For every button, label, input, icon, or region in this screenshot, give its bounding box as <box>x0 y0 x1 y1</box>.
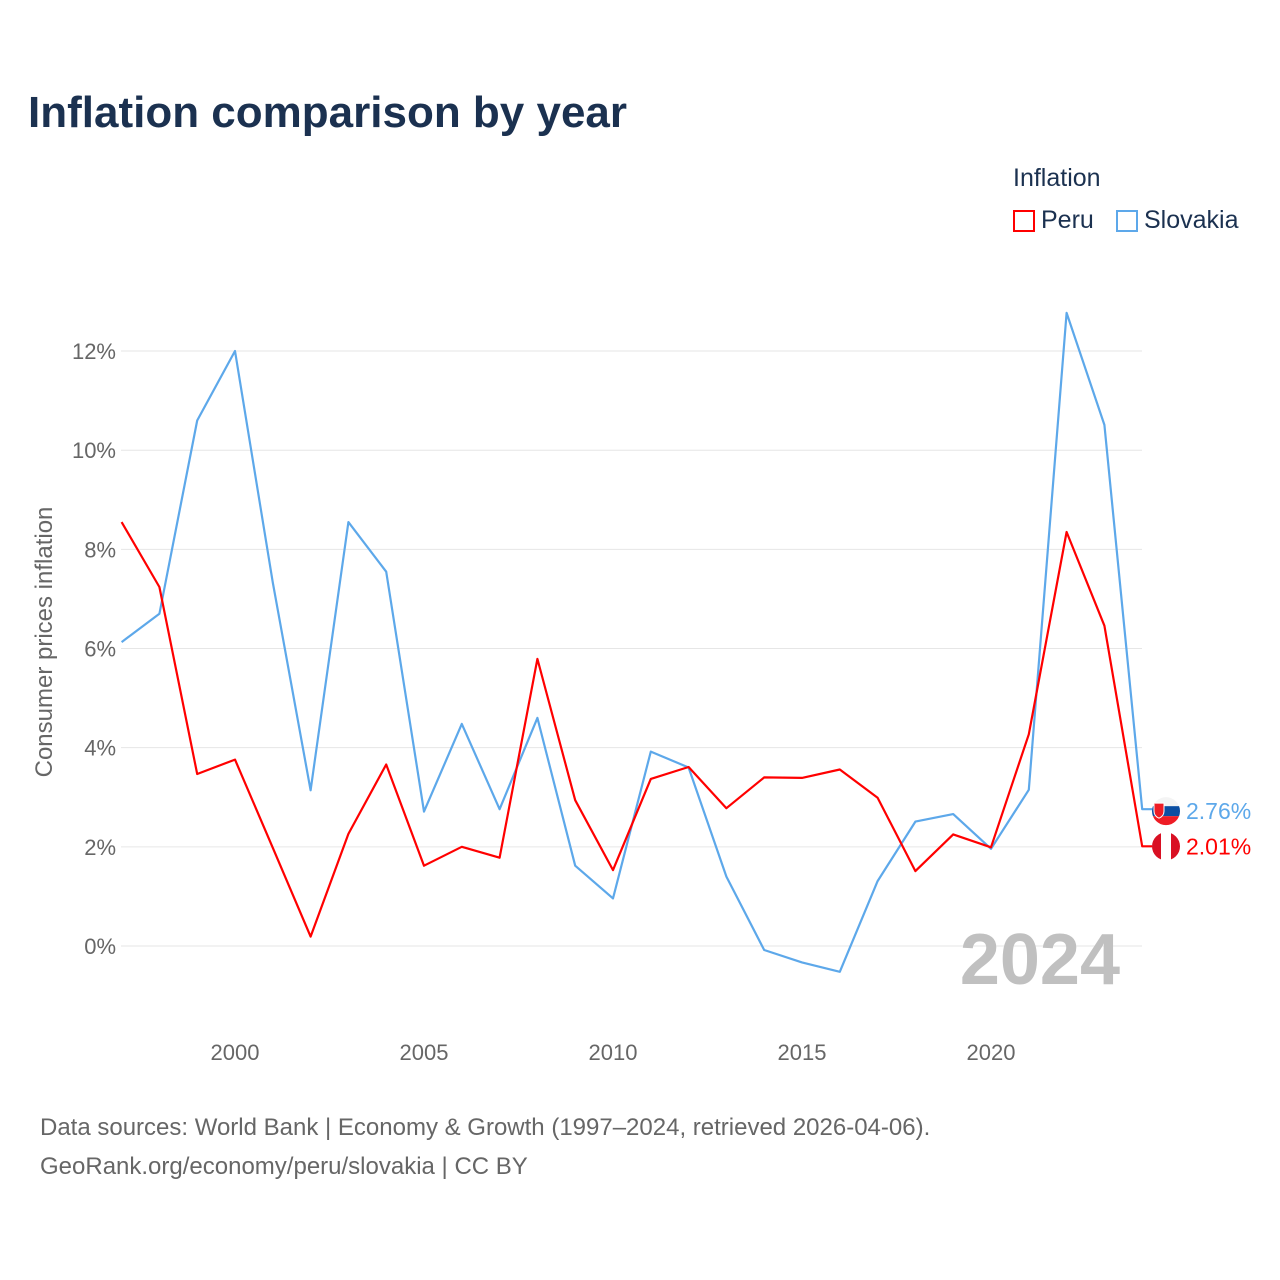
slovakia-flag-icon <box>1152 797 1180 826</box>
data-point-slovakia[interactable] <box>308 787 314 793</box>
data-point-slovakia[interactable] <box>1026 787 1032 793</box>
data-point-slovakia[interactable] <box>1064 310 1070 316</box>
data-point-slovakia[interactable] <box>875 878 881 884</box>
data-point-peru[interactable] <box>383 762 389 768</box>
y-tick-label: 0% <box>84 934 116 959</box>
data-point-peru[interactable] <box>270 845 276 851</box>
source-link[interactable]: GeoRank.org/economy/peru/slovakia | CC B… <box>40 1153 528 1180</box>
data-point-slovakia[interactable] <box>194 417 200 423</box>
data-point-slovakia[interactable] <box>950 811 956 817</box>
data-point-slovakia[interactable] <box>1101 422 1107 428</box>
legend-label-peru: Peru <box>1041 206 1094 234</box>
data-point-peru[interactable] <box>345 831 351 837</box>
data-point-peru[interactable] <box>534 656 540 662</box>
data-point-slovakia[interactable] <box>610 895 616 901</box>
data-point-slovakia[interactable] <box>232 348 238 354</box>
data-sources: Data sources: World Bank | Economy & Gro… <box>40 1114 931 1141</box>
data-point-slovakia[interactable] <box>459 721 465 727</box>
data-point-slovakia[interactable] <box>761 947 767 953</box>
y-tick-label: 12% <box>72 339 116 364</box>
legend-swatch-slovakia <box>1116 209 1138 232</box>
data-point-peru[interactable] <box>194 771 200 777</box>
data-point-peru[interactable] <box>610 867 616 873</box>
data-point-peru[interactable] <box>156 584 162 590</box>
data-point-slovakia[interactable] <box>799 959 805 965</box>
y-axis-label: Consumer prices inflation <box>31 507 58 778</box>
data-point-peru[interactable] <box>232 757 238 763</box>
data-point-peru[interactable] <box>912 868 918 874</box>
y-tick-label: 10% <box>72 438 116 463</box>
data-point-slovakia[interactable] <box>497 806 503 812</box>
data-point-peru[interactable] <box>988 844 994 850</box>
y-tick-label: 8% <box>84 537 116 562</box>
data-point-slovakia[interactable] <box>1139 806 1145 812</box>
data-point-peru[interactable] <box>572 797 578 803</box>
footer: Data sources: World Bank | Economy & Gro… <box>40 1108 930 1186</box>
data-point-peru[interactable] <box>1026 731 1032 737</box>
data-point-slovakia[interactable] <box>383 569 389 575</box>
y-tick-label: 2% <box>84 835 116 860</box>
data-point-peru[interactable] <box>761 774 767 780</box>
legend-swatch-peru <box>1013 209 1035 232</box>
data-point-slovakia[interactable] <box>723 874 729 880</box>
data-point-peru[interactable] <box>837 766 843 772</box>
data-point-peru[interactable] <box>497 855 503 861</box>
legend-label-slovakia: Slovakia <box>1144 206 1239 234</box>
data-point-slovakia[interactable] <box>156 611 162 617</box>
end-label-peru: 2.01% <box>1186 833 1251 859</box>
series-line-peru[interactable] <box>120 521 1152 938</box>
data-point-peru[interactable] <box>799 775 805 781</box>
x-tick-label: 2015 <box>778 1040 827 1065</box>
data-point-peru[interactable] <box>119 519 125 525</box>
data-point-peru[interactable] <box>421 863 427 869</box>
data-point-peru[interactable] <box>950 831 956 837</box>
y-tick-label: 4% <box>84 736 116 761</box>
data-point-peru[interactable] <box>686 764 692 770</box>
legend-item-peru[interactable]: Peru <box>1013 206 1094 235</box>
data-point-peru[interactable] <box>648 776 654 782</box>
chart-title: Inflation comparison by year <box>28 88 628 137</box>
data-point-slovakia[interactable] <box>534 715 540 721</box>
year-watermark: 2024 <box>960 920 1120 1000</box>
x-tick-label: 2010 <box>589 1040 638 1065</box>
data-point-slovakia[interactable] <box>421 809 427 815</box>
legend-item-slovakia[interactable]: Slovakia <box>1116 206 1239 235</box>
end-label-slovakia: 2.76% <box>1186 798 1251 824</box>
data-point-peru[interactable] <box>1101 623 1107 629</box>
data-point-peru[interactable] <box>875 795 881 801</box>
data-point-slovakia[interactable] <box>345 519 351 525</box>
data-point-slovakia[interactable] <box>837 969 843 975</box>
x-tick-label: 2000 <box>211 1040 260 1065</box>
x-tick-label: 2005 <box>400 1040 449 1065</box>
data-point-slovakia[interactable] <box>572 863 578 869</box>
data-point-peru[interactable] <box>308 934 314 940</box>
peru-flag-icon <box>1152 832 1180 861</box>
legend-title: Inflation <box>1013 164 1101 192</box>
data-point-peru[interactable] <box>459 844 465 850</box>
data-point-slovakia[interactable] <box>912 819 918 825</box>
data-point-peru[interactable] <box>723 805 729 811</box>
data-point-slovakia[interactable] <box>119 639 125 645</box>
data-point-slovakia[interactable] <box>270 580 276 586</box>
data-point-peru[interactable] <box>1064 529 1070 535</box>
data-point-peru[interactable] <box>1139 843 1145 849</box>
series-line-slovakia[interactable] <box>120 311 1152 973</box>
data-point-slovakia[interactable] <box>648 749 654 755</box>
y-tick-label: 6% <box>84 637 116 662</box>
x-tick-label: 2020 <box>967 1040 1016 1065</box>
